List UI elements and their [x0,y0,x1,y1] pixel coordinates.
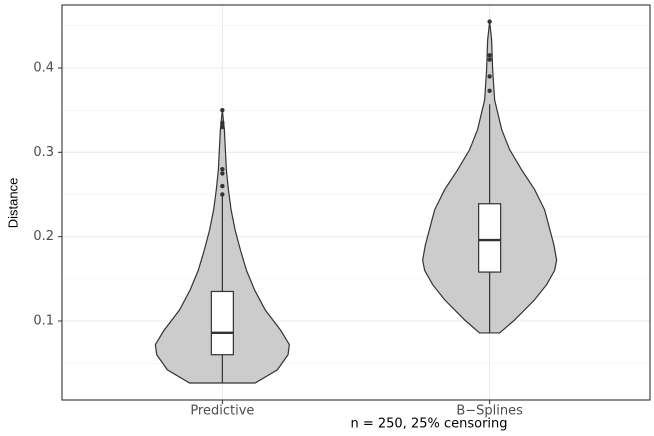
outlier [220,120,225,126]
y-tick-label: 0.4 [33,60,54,75]
outlier [487,88,492,93]
outlier [220,107,225,113]
outlier [220,192,225,197]
outlier [487,57,492,62]
box [210,290,234,356]
y-tick-label: 0.3 [33,145,54,160]
outlier [220,171,225,176]
outlier [220,166,225,172]
outlier [220,124,225,130]
x-tick-label: B−Splines [456,404,523,419]
outlier [487,74,492,79]
outlier [487,19,492,24]
y-tick-label: 0.1 [33,313,54,328]
x-axis-label: n = 250, 25% censoring [350,417,507,432]
panel-border [61,4,651,401]
outlier [220,183,225,189]
y-tick-label: 0.2 [33,229,54,244]
outlier [487,53,492,58]
box [478,203,502,273]
y-axis-label: Distance [5,178,20,229]
x-tick-label: Predictive [190,404,254,419]
